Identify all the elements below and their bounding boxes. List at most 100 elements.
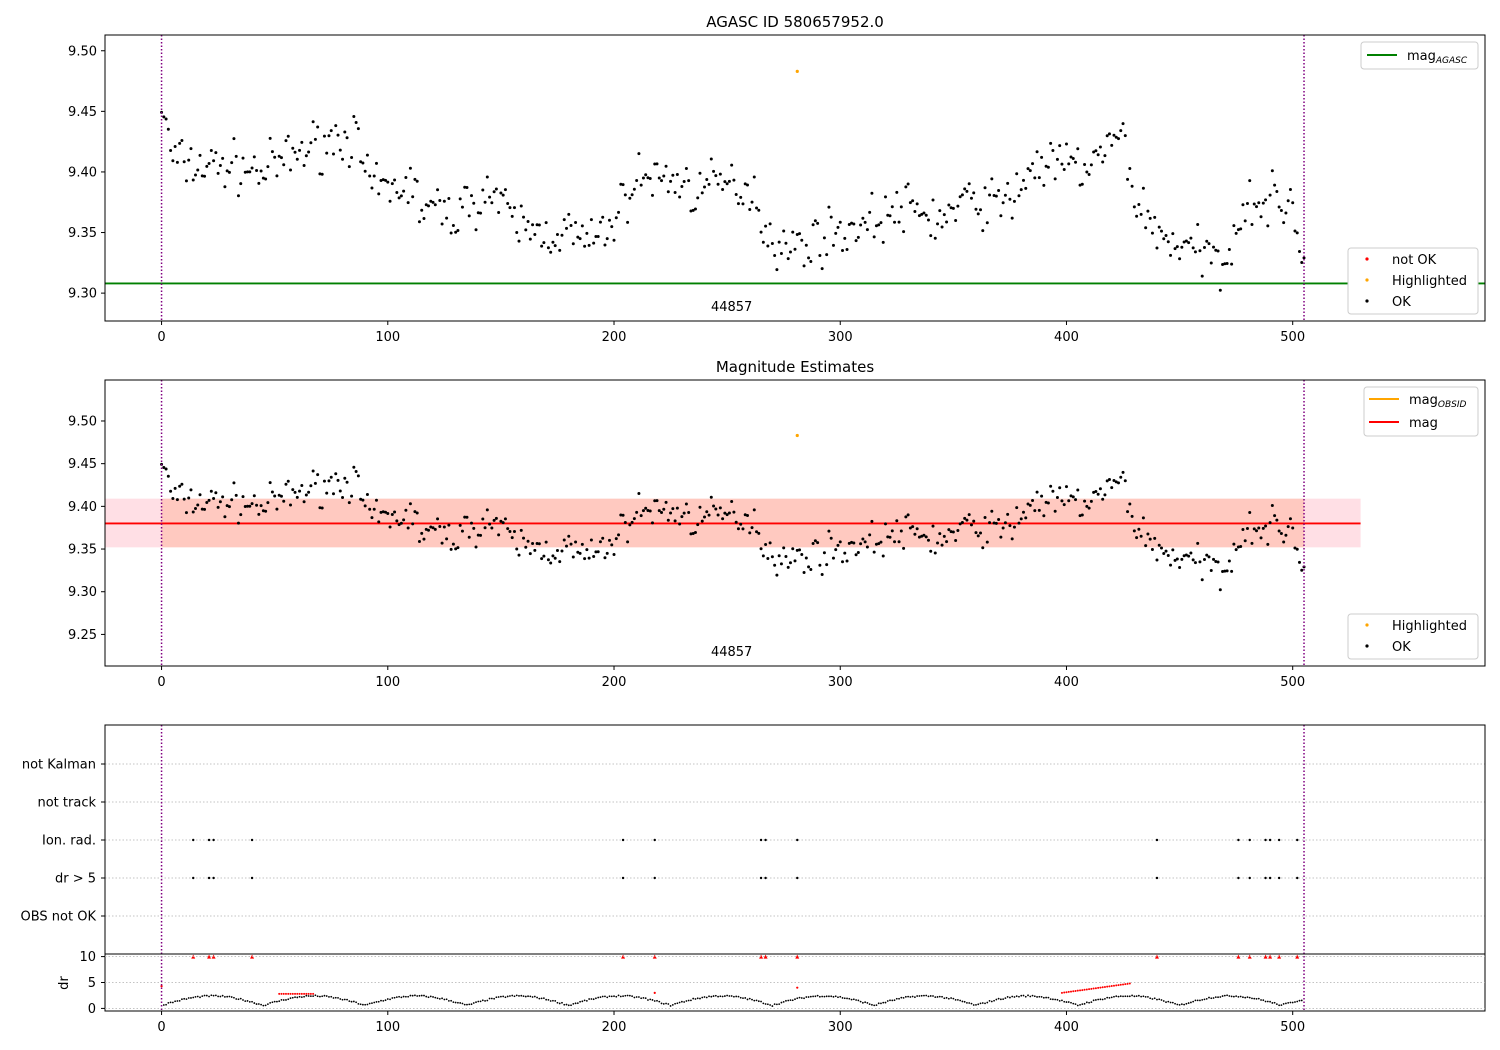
ok-point [682, 511, 686, 515]
ok-point [598, 540, 602, 544]
ok-point [1200, 274, 1204, 278]
dr-not-ok-point [1106, 985, 1109, 988]
ok-point [1121, 470, 1125, 474]
ok-point [551, 240, 555, 244]
ok-point [193, 173, 197, 177]
dr-point [744, 997, 747, 999]
ok-point [467, 214, 471, 218]
dr-point [685, 1000, 688, 1002]
ok-point [1205, 239, 1209, 243]
dr-point [934, 996, 937, 999]
dr-point [694, 998, 697, 1000]
ok-point [1017, 521, 1021, 525]
dr-capped-marker [1295, 954, 1300, 959]
dr-point [574, 1002, 577, 1005]
dr-point [1117, 995, 1120, 998]
ok-point [458, 523, 462, 527]
ok-point [388, 199, 392, 203]
ok-point [191, 178, 195, 182]
ok-point [1049, 484, 1053, 488]
ok-point [951, 530, 955, 534]
dr-point [1205, 997, 1208, 1000]
ok-point [372, 507, 376, 511]
dr-point [778, 1003, 781, 1006]
ok-point [175, 160, 179, 164]
ok-point [234, 154, 238, 158]
ok-point [1291, 526, 1295, 530]
ok-point [246, 504, 250, 508]
ok-point [904, 515, 908, 519]
ok-point [1173, 558, 1177, 562]
dr-point [248, 1001, 251, 1003]
p1-ytick-label: 9.50 [68, 44, 97, 59]
ok-point [786, 257, 790, 261]
dr-point [588, 998, 591, 1000]
ok-point [872, 235, 876, 239]
ok-point [1252, 527, 1256, 531]
ok-point [1284, 211, 1288, 215]
ok-point [890, 205, 894, 209]
dr-not-ok-point [298, 992, 301, 995]
dr-point [789, 999, 792, 1001]
ok-point [1092, 150, 1096, 154]
ok-point [757, 531, 761, 535]
ok-point [1103, 154, 1107, 158]
ok-point [182, 497, 186, 501]
dr-capped-marker [759, 954, 764, 959]
ok-point [1119, 129, 1123, 133]
dr-point [1162, 1000, 1165, 1002]
ok-point [718, 172, 722, 176]
legend-line-sub-obsid: OBSID [1438, 400, 1467, 410]
ok-point [924, 535, 928, 539]
dr-point [183, 997, 186, 1000]
ok-point [1225, 261, 1229, 265]
ok-point [788, 250, 792, 254]
ok-point [304, 154, 308, 158]
ok-point [976, 534, 980, 538]
dr-point [1158, 998, 1161, 1001]
dr-point [316, 995, 319, 998]
ok-point [232, 137, 236, 141]
ok-point [350, 494, 354, 498]
ok-point [555, 233, 559, 237]
ok-point [992, 521, 996, 525]
ok-point [542, 554, 546, 558]
ok-point [243, 170, 247, 174]
ok-point [1096, 153, 1100, 157]
dr-point [782, 1000, 785, 1003]
ok-point [850, 221, 854, 225]
panel3-flag-points [192, 838, 1299, 880]
dr-point [1094, 999, 1097, 1001]
ok-point [1001, 201, 1005, 205]
dr-point [1264, 1000, 1267, 1003]
dr-point [1242, 996, 1244, 999]
ok-point [1282, 540, 1286, 544]
dr-point [1099, 998, 1102, 1001]
ok-point [1076, 147, 1080, 151]
ok-point [1055, 496, 1059, 500]
ok-point [1046, 501, 1050, 505]
ok-point [413, 177, 417, 181]
dr-point [798, 996, 801, 999]
ok-point [1085, 504, 1089, 508]
dr-point [171, 1001, 174, 1004]
ok-point [440, 541, 444, 545]
dr-point [1009, 996, 1011, 999]
dr-point [1296, 1000, 1299, 1003]
ok-point [397, 523, 401, 527]
ok-point [216, 505, 220, 509]
ok-point [1132, 529, 1136, 533]
dr-point [1106, 996, 1109, 999]
ok-point [576, 550, 580, 554]
ok-point [431, 526, 435, 530]
dr-point [513, 995, 516, 998]
dr-point [717, 995, 719, 998]
ok-point [678, 522, 682, 526]
ok-point [454, 547, 458, 551]
flag-point [1264, 838, 1267, 842]
dr-point [640, 997, 643, 1000]
ok-point [517, 239, 521, 243]
dr-point [495, 996, 498, 999]
dr-tick-label: 0 [88, 1002, 96, 1017]
ok-point [408, 502, 412, 506]
